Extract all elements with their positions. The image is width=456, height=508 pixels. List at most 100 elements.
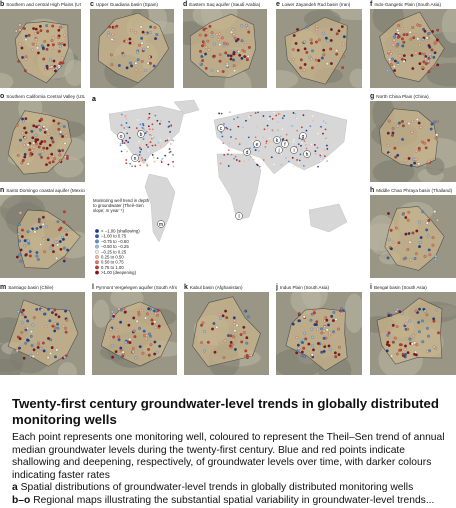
well-point — [404, 232, 408, 236]
well-point — [320, 327, 323, 331]
well-point — [50, 136, 53, 140]
well-point — [39, 142, 42, 146]
well-point — [310, 353, 314, 357]
well-point — [426, 326, 429, 330]
well-point — [320, 331, 324, 335]
well-point — [325, 138, 328, 140]
well-point — [26, 162, 30, 166]
well-point — [218, 112, 221, 115]
well-point — [201, 44, 204, 48]
well-point — [418, 241, 422, 244]
well-point — [242, 331, 246, 334]
legend-label: −1.00 to 0.75 — [101, 234, 127, 239]
panel-name: Southern and central High Plains (USA) — [6, 2, 81, 7]
well-point — [24, 55, 28, 59]
well-point — [401, 124, 405, 128]
well-point — [210, 68, 214, 72]
well-point — [418, 43, 421, 47]
location-label: h — [306, 152, 309, 158]
well-point — [200, 63, 204, 66]
regional-map — [0, 9, 81, 88]
well-point — [33, 230, 37, 234]
well-point — [322, 350, 326, 353]
well-point — [110, 310, 114, 314]
well-point — [154, 37, 157, 40]
well-point — [153, 320, 157, 324]
well-point — [16, 153, 20, 157]
well-point — [54, 240, 58, 244]
well-point — [228, 111, 231, 114]
well-point — [147, 348, 150, 351]
well-point — [160, 159, 163, 162]
well-point — [200, 323, 203, 327]
well-point — [128, 37, 132, 41]
well-point — [230, 136, 232, 138]
well-point — [138, 153, 141, 156]
well-point — [31, 148, 34, 152]
item-label: a — [12, 482, 18, 494]
well-point — [65, 233, 69, 237]
well-point — [133, 335, 137, 339]
well-point — [245, 341, 249, 345]
well-point — [293, 138, 295, 141]
well-point — [62, 324, 66, 328]
well-point — [231, 28, 235, 32]
map-panel: j Indus Plain (South Asia) — [276, 283, 362, 375]
well-point — [45, 146, 49, 150]
panel-label: m — [0, 284, 7, 291]
well-point — [337, 29, 341, 33]
well-point — [23, 27, 26, 30]
well-point — [419, 126, 423, 129]
well-point — [219, 162, 222, 165]
well-point — [145, 143, 148, 146]
well-point — [413, 352, 416, 356]
well-point — [304, 337, 308, 341]
location-label: n — [134, 156, 137, 162]
well-point — [18, 23, 22, 27]
well-point — [32, 124, 36, 128]
well-point — [205, 28, 209, 32]
well-point — [137, 43, 141, 47]
well-point — [57, 42, 61, 46]
well-point — [30, 48, 34, 52]
well-point — [128, 41, 132, 45]
location-label: o — [120, 134, 123, 140]
well-point — [333, 351, 337, 355]
well-point — [257, 150, 260, 152]
well-point — [332, 330, 335, 334]
well-point — [134, 31, 137, 34]
map-panel: g North China Plain (China) — [370, 92, 456, 182]
legend-swatch — [95, 244, 99, 249]
well-point — [227, 54, 230, 57]
well-point — [245, 354, 249, 357]
well-point — [144, 159, 147, 161]
well-point — [151, 123, 154, 126]
well-point — [26, 339, 30, 342]
well-point — [37, 342, 41, 346]
well-point — [313, 323, 317, 326]
well-point — [57, 28, 61, 32]
well-point — [111, 317, 114, 320]
well-point — [233, 118, 235, 121]
well-point — [217, 313, 221, 316]
well-point — [63, 142, 67, 145]
location-marker — [243, 148, 251, 156]
regional-map — [370, 9, 456, 88]
well-point — [270, 156, 273, 159]
map-panel: m Santiago basin (Chile) — [0, 283, 85, 375]
well-point — [273, 163, 275, 166]
well-point — [296, 27, 299, 31]
well-point — [427, 32, 431, 36]
panel-label: o — [0, 93, 5, 100]
well-point — [43, 250, 47, 254]
panel-name: Indus Plain (South Asia) — [279, 285, 329, 290]
well-point — [329, 47, 333, 51]
well-point — [135, 127, 138, 130]
well-point — [246, 58, 249, 62]
well-point — [434, 254, 438, 258]
well-point — [434, 257, 438, 261]
well-point — [206, 340, 210, 344]
well-point — [394, 155, 398, 159]
well-point — [427, 44, 431, 47]
aquifer-boundary — [192, 296, 261, 367]
